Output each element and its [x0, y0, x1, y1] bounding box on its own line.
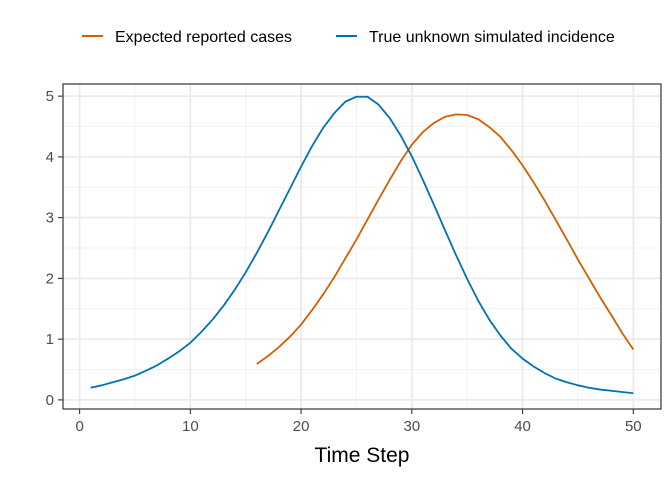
y-tick-label: 4: [46, 149, 54, 166]
x-tick-label: 50: [625, 418, 642, 435]
legend: Expected reported cases True unknown sim…: [82, 29, 615, 46]
series-line-expected-reported-cases: [256, 113, 635, 365]
x-tick-label: 20: [293, 418, 310, 435]
y-tick-label: 2: [46, 270, 54, 287]
x-tick-label: 40: [514, 418, 531, 435]
y-tick-label: 3: [46, 210, 54, 227]
x-tick-label: 10: [182, 418, 199, 435]
y-tick-label: 1: [46, 331, 54, 348]
grid-lines: [63, 84, 661, 409]
x-axis-title: Time Step: [315, 444, 410, 467]
plot-panel-border: [62, 83, 662, 410]
legend-label-expected-reported-cases: Expected reported cases: [115, 29, 292, 46]
data-lines: [90, 95, 635, 395]
axis-ticks: 0 10 20 30 40 50 0 1 2 3 4 5: [46, 88, 642, 435]
x-tick-label: 0: [75, 418, 83, 435]
series-line-true-unknown-simulated-incidence: [90, 95, 634, 395]
x-tick-label: 30: [403, 418, 420, 435]
legend-label-true-unknown-simulated-incidence: True unknown simulated incidence: [369, 29, 615, 46]
y-tick-label: 0: [46, 392, 54, 409]
y-tick-label: 5: [46, 88, 54, 105]
